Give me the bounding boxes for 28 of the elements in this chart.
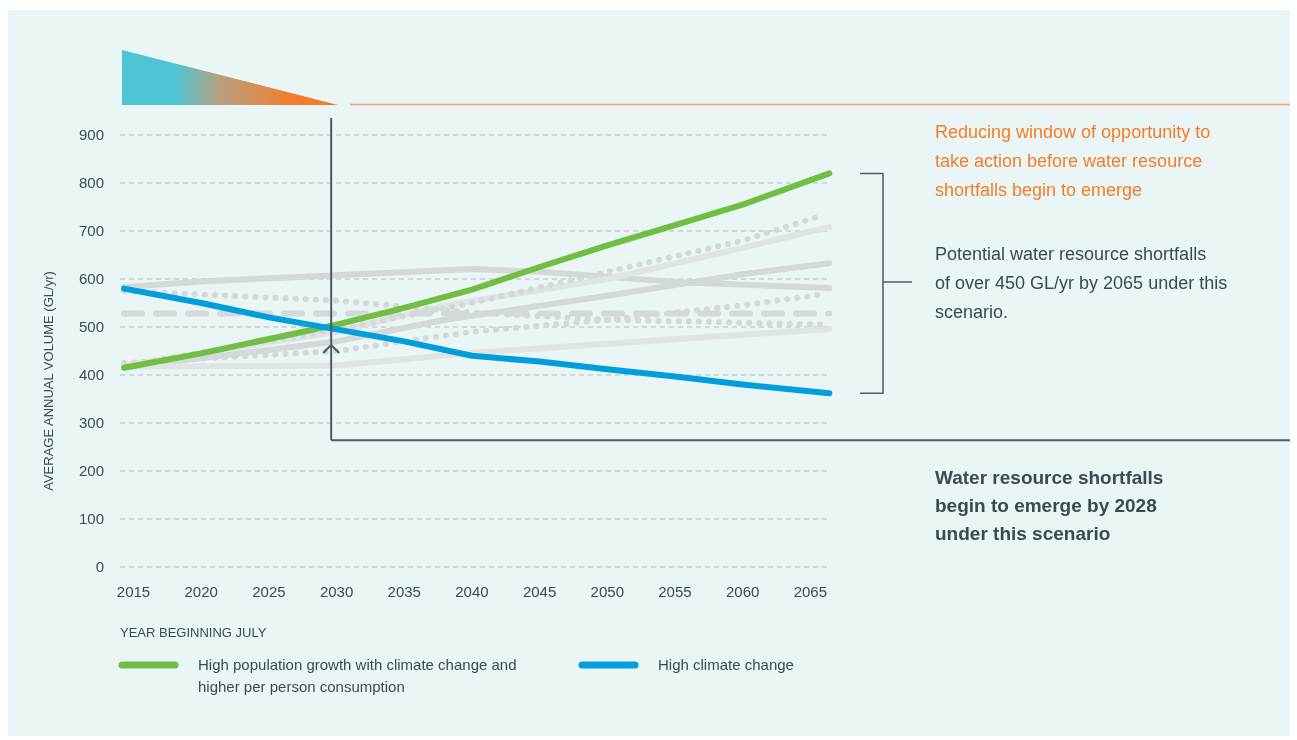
- y-tick-label: 600: [78, 270, 104, 288]
- y-tick-label: 200: [78, 462, 104, 480]
- legend-label: High population growth with climate change and higher per person consumption: [198, 656, 517, 695]
- legend-label: High climate change: [658, 656, 794, 673]
- y-tick-label: 700: [78, 222, 104, 240]
- y-tick-label: 100: [78, 510, 104, 528]
- x-tick-label: 2050: [590, 583, 624, 600]
- x-tick-label: 2015: [116, 583, 151, 600]
- y-tick-label: 900: [78, 126, 104, 144]
- x-tick-label: 2060: [725, 583, 760, 600]
- x-tick-label: 2040: [455, 583, 489, 600]
- x-tick-label: 2065: [793, 583, 828, 600]
- x-tick-label: 2055: [658, 583, 692, 600]
- y-tick-label: 400: [78, 366, 104, 384]
- y-tick-label: 800: [78, 174, 104, 192]
- x-tick-label: 2020: [184, 583, 218, 600]
- y-tick-label: 500: [78, 318, 104, 336]
- y-tick-label: 0: [95, 558, 104, 576]
- x-tick-label: 2030: [319, 583, 354, 600]
- text: Water resource shortfalls begin to emerge by 2028 under this scenario: [935, 467, 1164, 544]
- y-tick-label: 300: [78, 414, 104, 432]
- y-axis-title: AVERAGE ANNUAL VOLUME (GL/yr): [41, 271, 56, 491]
- x-axis-title: YEAR BEGINNING JULY: [120, 625, 267, 640]
- text: Potential water resource shortfalls of over 450 GL/yr by 2065 under this scenario.: [935, 244, 1228, 322]
- text: Reducing window of opportunity to take action before water resource shortfalls begin to emerge: [935, 122, 1211, 200]
- x-tick-label: 2045: [522, 583, 557, 600]
- x-tick-label: 2025: [252, 583, 286, 600]
- x-tick-label: 2035: [387, 583, 421, 600]
